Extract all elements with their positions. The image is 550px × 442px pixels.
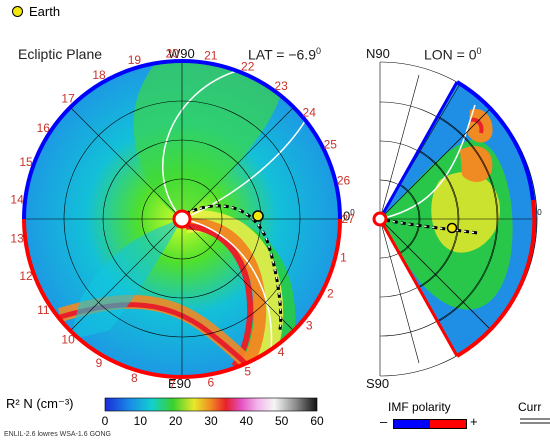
imf-polarity-title: IMF polarity <box>388 400 451 414</box>
carrington-tick-6: 6 <box>207 376 214 390</box>
ecliptic-top-direction: W90 <box>168 46 195 61</box>
colorbar-tick: 30 <box>204 414 218 428</box>
sun-icon-meridional <box>372 211 388 227</box>
density-colorbar <box>104 397 318 412</box>
carrington-tick-9: 9 <box>96 356 103 370</box>
carrington-tick-12: 12 <box>19 269 33 283</box>
carrington-tick-4: 4 <box>278 345 285 359</box>
carrington-tick-17: 17 <box>61 91 75 105</box>
carrington-tick-22: 22 <box>241 60 255 74</box>
earth-legend-label: Earth <box>29 4 61 19</box>
colorbar-tick: 40 <box>239 414 254 428</box>
imf-polarity-bar <box>393 419 467 429</box>
carrington-tick-16: 16 <box>37 121 51 135</box>
sun-icon <box>172 209 192 229</box>
ecliptic-plane-title: Ecliptic Plane <box>18 46 103 62</box>
colorbar-title: R² N (cm⁻³) <box>6 396 74 411</box>
imf-plus-label: + <box>470 414 478 429</box>
carrington-tick-27: 27 <box>341 212 355 226</box>
carrington-tick-21: 21 <box>204 49 218 63</box>
earth-position-marker <box>252 210 264 222</box>
carrington-tick-14: 14 <box>10 193 24 207</box>
meridional-bottom-direction: S90 <box>366 376 390 391</box>
meridional-structures <box>380 104 513 310</box>
colorbar-tick: 0 <box>101 414 109 428</box>
carrington-tick-11: 11 <box>37 303 50 317</box>
lon-readout: LON = 00 <box>424 46 482 63</box>
carrington-tick-26: 26 <box>337 174 351 188</box>
meridional-top-direction: N90 <box>366 46 390 61</box>
carrington-tick-18: 18 <box>92 68 106 82</box>
colorbar-tick: 20 <box>168 414 183 428</box>
carrington-tick-5: 5 <box>244 364 251 378</box>
earth-position-marker-meridional <box>446 222 458 234</box>
carrington-tick-20: 20 <box>166 46 180 60</box>
carrington-tick-23: 23 <box>274 79 288 93</box>
ecliptic-right-direction: 00 <box>343 208 355 224</box>
colorbar-ticks: 0 10 20 30 40 50 60 <box>101 414 324 428</box>
carrington-tick-24: 24 <box>303 105 317 119</box>
imf-minus-label: – <box>380 414 388 429</box>
imf-boundary-negative <box>22 218 342 380</box>
lat-readout: LAT = −6.90 <box>248 46 321 63</box>
colorbar-tick: 50 <box>274 414 289 428</box>
carrington-tick-13: 13 <box>10 231 24 245</box>
carrington-tick-3: 3 <box>306 319 313 333</box>
ecliptic-bottom-direction: E90 <box>168 376 192 391</box>
carrington-tick-25: 25 <box>324 138 338 152</box>
carrington-tick-15: 15 <box>19 155 33 169</box>
colorbar-tick: 10 <box>133 414 148 428</box>
carrington-tick-10: 10 <box>61 333 75 347</box>
carrington-tick-7: 7 <box>169 378 176 392</box>
carrington-tick-1: 1 <box>340 250 347 264</box>
carrington-tick-19: 19 <box>128 53 142 67</box>
current-sheet-label: Curr <box>518 400 542 414</box>
colorbar-tick: 60 <box>310 414 324 428</box>
earth-legend: Earth <box>12 4 60 19</box>
carrington-tick-8: 8 <box>131 371 138 385</box>
carrington-tick-2: 2 <box>327 287 334 301</box>
current-sheet-swatch <box>520 418 550 425</box>
model-footer: ENLIL-2.6 lowres WSA-1.6 GONG <box>4 431 111 438</box>
earth-marker-icon <box>12 6 23 17</box>
imf-boundary-positive <box>181 59 342 220</box>
